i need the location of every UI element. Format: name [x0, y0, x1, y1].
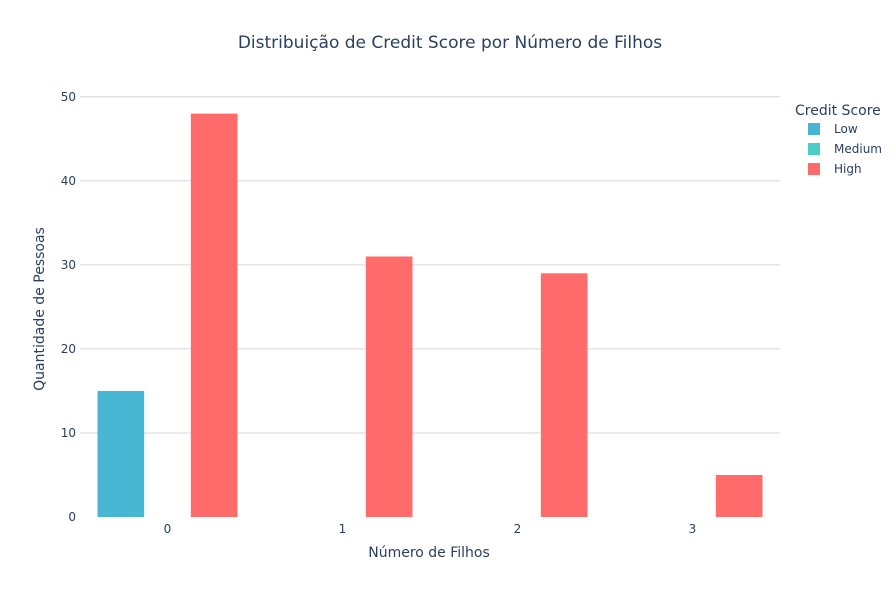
- chart-title: Distribuição de Credit Score por Número …: [238, 33, 662, 53]
- legend-label-medium[interactable]: Medium: [834, 142, 882, 156]
- grid-lines: [80, 96, 780, 434]
- y-tick-label: 0: [68, 510, 76, 524]
- y-tick-label: 10: [61, 426, 76, 440]
- legend-swatch-low[interactable]: [808, 123, 820, 135]
- x-tick-label: 0: [164, 522, 172, 536]
- legend-title: Credit Score: [795, 103, 881, 119]
- y-tick-label: 50: [61, 90, 76, 104]
- x-tick-label: 1: [339, 522, 347, 536]
- y-axis-ticks: 0 10 20 30 40 50: [61, 90, 76, 524]
- x-axis-ticks: 0 1 2 3: [164, 522, 697, 536]
- bar-high-3[interactable]: [715, 474, 763, 517]
- y-tick-label: 20: [61, 342, 76, 356]
- y-tick-label: 30: [61, 258, 76, 272]
- bars: [97, 113, 763, 517]
- x-axis-title: Número de Filhos: [368, 545, 490, 561]
- x-tick-label: 3: [689, 522, 697, 536]
- legend-label-high[interactable]: High: [834, 162, 862, 176]
- bar-low-0[interactable]: [97, 390, 145, 517]
- bar-high-1[interactable]: [365, 256, 413, 517]
- y-tick-label: 40: [61, 174, 76, 188]
- y-axis-title: Quantidade de Pessoas: [32, 227, 48, 391]
- legend: Credit Score Low Medium High: [795, 103, 882, 176]
- bar-high-2[interactable]: [540, 273, 588, 517]
- bar-high-0[interactable]: [190, 113, 238, 517]
- legend-swatch-medium[interactable]: [808, 143, 820, 155]
- x-tick-label: 2: [514, 522, 522, 536]
- legend-label-low[interactable]: Low: [834, 122, 858, 136]
- legend-swatch-high[interactable]: [808, 163, 820, 175]
